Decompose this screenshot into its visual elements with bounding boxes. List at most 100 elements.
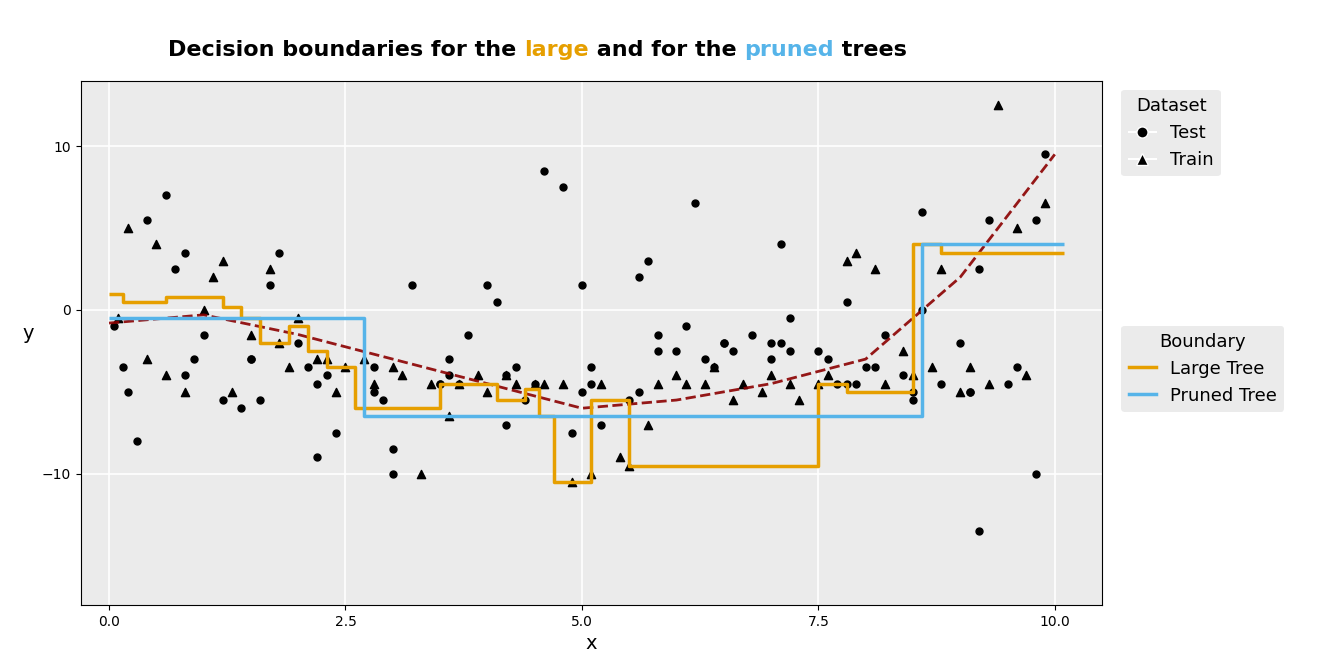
- Point: [241, 329, 262, 340]
- Point: [1035, 198, 1056, 209]
- Point: [515, 394, 536, 405]
- Point: [269, 247, 290, 258]
- Point: [703, 362, 724, 373]
- Point: [316, 370, 337, 381]
- Point: [581, 468, 602, 479]
- Point: [117, 222, 138, 233]
- Point: [259, 263, 281, 274]
- Point: [250, 394, 271, 405]
- Point: [646, 378, 668, 389]
- Point: [524, 378, 546, 389]
- Point: [1007, 362, 1028, 373]
- Point: [590, 378, 612, 389]
- Point: [438, 411, 460, 422]
- Point: [969, 526, 991, 536]
- Point: [372, 394, 394, 405]
- Point: [694, 353, 715, 364]
- Point: [1025, 214, 1047, 225]
- Point: [269, 337, 290, 348]
- Point: [126, 435, 148, 446]
- Point: [845, 378, 867, 389]
- Point: [827, 378, 848, 389]
- Point: [173, 247, 195, 258]
- Point: [637, 255, 659, 266]
- X-axis label: x: x: [586, 634, 597, 653]
- Point: [278, 362, 300, 373]
- Point: [155, 190, 176, 201]
- Point: [145, 239, 167, 250]
- Point: [628, 271, 649, 282]
- Point: [958, 362, 980, 373]
- Point: [505, 362, 527, 373]
- Point: [723, 345, 745, 356]
- Point: [789, 394, 810, 405]
- Point: [477, 280, 499, 291]
- Point: [581, 362, 602, 373]
- Point: [325, 386, 347, 397]
- Point: [902, 394, 923, 405]
- Point: [325, 427, 347, 438]
- Point: [836, 296, 857, 307]
- Point: [477, 386, 499, 397]
- Point: [458, 329, 480, 340]
- Point: [770, 337, 792, 348]
- Point: [117, 386, 138, 397]
- Text: large: large: [524, 40, 589, 60]
- Point: [192, 329, 214, 340]
- Point: [173, 386, 195, 397]
- Point: [316, 353, 337, 364]
- Point: [921, 362, 942, 373]
- Point: [817, 370, 839, 381]
- Point: [590, 419, 612, 430]
- Point: [864, 362, 886, 373]
- Point: [505, 378, 527, 389]
- Point: [288, 312, 309, 323]
- Point: [902, 370, 923, 381]
- Point: [382, 362, 403, 373]
- Point: [1007, 222, 1028, 233]
- Point: [609, 452, 630, 463]
- Point: [363, 362, 384, 373]
- Point: [410, 468, 431, 479]
- Point: [892, 370, 914, 381]
- Point: [761, 337, 782, 348]
- Point: [353, 353, 375, 364]
- Point: [949, 337, 970, 348]
- Point: [496, 370, 517, 381]
- Point: [618, 394, 640, 405]
- Point: [714, 337, 735, 348]
- Point: [628, 386, 649, 397]
- Point: [808, 345, 829, 356]
- Point: [108, 312, 129, 323]
- Point: [212, 394, 234, 405]
- Point: [335, 362, 356, 373]
- Point: [1025, 468, 1047, 479]
- Point: [761, 370, 782, 381]
- Point: [203, 271, 224, 282]
- Point: [637, 419, 659, 430]
- Point: [382, 444, 403, 454]
- Point: [496, 370, 517, 381]
- Point: [496, 419, 517, 430]
- Text: Decision boundaries for the: Decision boundaries for the: [168, 40, 524, 60]
- Point: [930, 263, 952, 274]
- Point: [136, 353, 157, 364]
- Point: [103, 321, 125, 332]
- Point: [571, 386, 593, 397]
- Point: [618, 460, 640, 471]
- Point: [902, 386, 923, 397]
- Point: [864, 263, 886, 274]
- Point: [874, 378, 895, 389]
- Point: [845, 247, 867, 258]
- Point: [978, 378, 1000, 389]
- Point: [732, 378, 754, 389]
- Point: [155, 370, 176, 381]
- Text: trees: trees: [833, 40, 906, 60]
- Point: [988, 100, 1009, 111]
- Point: [571, 280, 593, 291]
- Point: [684, 198, 706, 209]
- Point: [562, 476, 583, 487]
- Point: [448, 378, 469, 389]
- Point: [958, 386, 980, 397]
- Point: [969, 263, 991, 274]
